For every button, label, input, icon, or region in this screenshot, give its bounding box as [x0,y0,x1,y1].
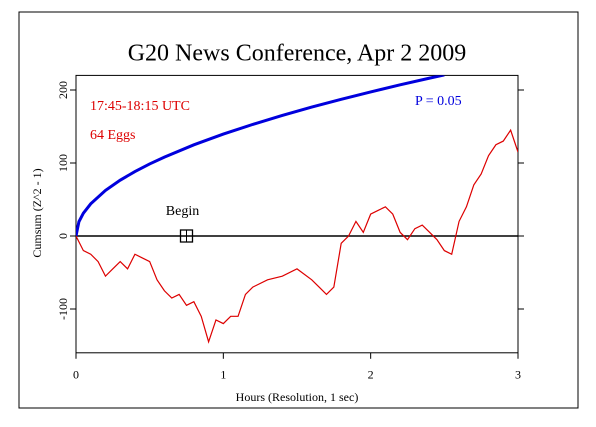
y-tick-label: 0 [56,233,70,239]
annotation: 64 Eggs [90,128,136,143]
x-tick-label: 2 [368,368,374,382]
begin-label: Begin [166,204,199,219]
series-line [76,75,445,237]
x-axis-label: Hours (Resolution, 1 sec) [236,390,359,404]
plot-area [75,74,519,354]
x-tick-label: 1 [220,368,226,382]
y-tick-label: -100 [56,298,70,320]
chart-title: G20 News Conference, Apr 2 2009 [128,41,467,67]
x-tick-label: 3 [515,368,521,382]
y-tick-label: 200 [56,81,70,99]
annotation: 17:45-18:15 UTC [90,99,190,114]
y-axis-label: Cumsum (Z^2 - 1) [30,168,44,257]
frame [18,11,579,409]
x-tick-label: 0 [73,368,79,382]
y-tick-label: 100 [56,154,70,172]
annotation: P = 0.05 [415,94,462,109]
series-line [76,128,518,344]
